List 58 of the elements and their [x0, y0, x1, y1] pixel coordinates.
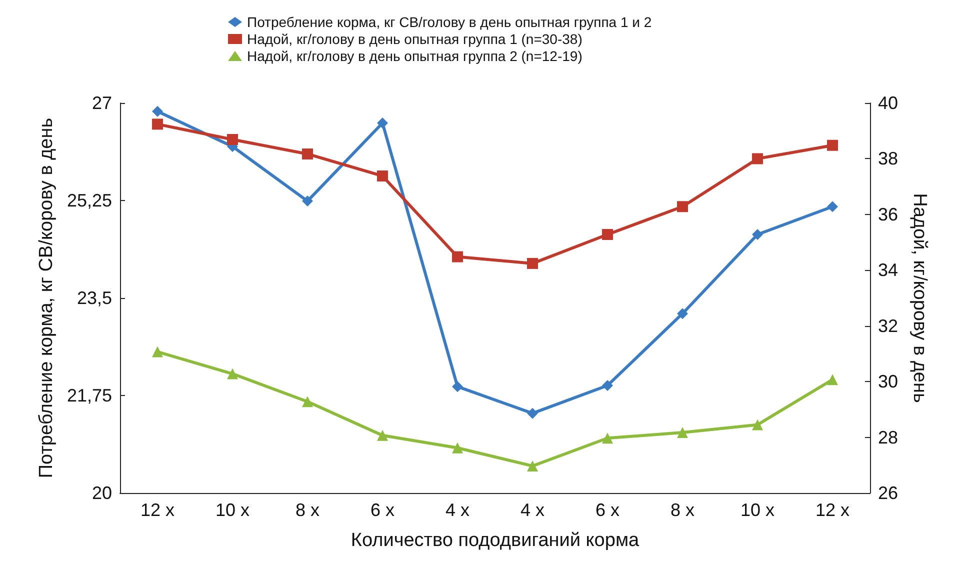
x-tick-label: 6 x [595, 500, 620, 520]
y2-tick-label: 38 [878, 148, 898, 169]
y-tick-label: 25,25 [66, 190, 112, 210]
point [827, 374, 838, 386]
y-axis-title: Потребление корма, кг СВ/корову в день [36, 118, 58, 478]
point [677, 201, 688, 212]
point [302, 148, 313, 160]
point [827, 201, 838, 212]
point [602, 432, 613, 444]
point [152, 118, 163, 130]
point [752, 153, 763, 164]
point [302, 196, 313, 207]
x-tick-label: 8 x [670, 500, 695, 520]
y-tick-label: 21,75 [66, 386, 112, 406]
point [377, 430, 388, 441]
legend-label: Надой, кг/голову в день опытная группа 1 (n=30-38) [247, 31, 582, 47]
y2-tick-label: 40 [878, 93, 898, 113]
x-axis-title: Количество пододвиганий корма [350, 530, 640, 551]
y2-axis-title: Надой, кг/корову в день [909, 193, 930, 403]
point [152, 106, 163, 117]
y2-tick-label: 36 [878, 204, 898, 224]
y-tick-label: 20 [92, 483, 112, 503]
y2-tick-label: 32 [878, 316, 898, 336]
x-tick-label: 8 x [295, 500, 320, 520]
point [452, 381, 463, 392]
y2-tick-label: 30 [878, 372, 898, 392]
x-tick-label: 4 x [520, 500, 545, 520]
point [602, 228, 613, 240]
point [527, 460, 538, 472]
point [752, 228, 763, 240]
y2-tick-label: 26 [878, 483, 898, 503]
x-tick-label: 12 x [815, 500, 850, 520]
x-tick-label: 10 x [215, 500, 250, 520]
x-tick-label: 4 x [445, 500, 470, 520]
point [227, 368, 238, 380]
point [677, 308, 688, 320]
point [302, 396, 313, 408]
x-tick-label: 6 x [370, 500, 395, 520]
point [227, 134, 238, 145]
point [152, 346, 163, 358]
y2-tick-label: 34 [878, 260, 898, 280]
y-tick-label: 27 [92, 93, 112, 113]
point [827, 140, 838, 151]
point [602, 380, 613, 391]
x-tick-label: 12 x [140, 500, 175, 520]
y-tick-label: 23,5 [76, 288, 112, 308]
point [752, 419, 763, 430]
point [452, 442, 463, 454]
y2-tick-label: 28 [878, 427, 898, 448]
legend-label: Потребление корма, кг СВ/голову в день опытная группа 1 и 2 [247, 14, 652, 30]
x-tick-label: 10 x [740, 500, 775, 520]
point [377, 118, 388, 129]
point [452, 251, 463, 262]
legend-label: Надой, кг/голову в день опытная группа 2 (n=12-19) [247, 48, 582, 64]
point [377, 170, 388, 182]
point [527, 408, 538, 419]
point [677, 427, 688, 438]
point [527, 258, 538, 269]
